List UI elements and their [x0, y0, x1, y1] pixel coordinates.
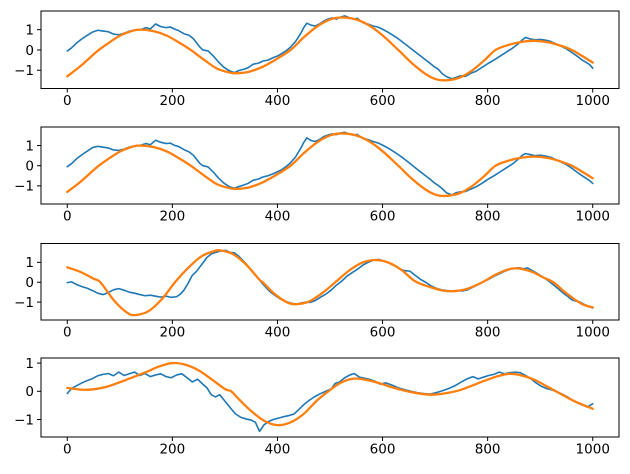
x-tick-label: 600	[370, 442, 396, 458]
noisy-observation-line	[66, 371, 594, 433]
noisy-observation-line	[66, 131, 594, 196]
subplot-3: 0 200 400 600 800 1000 1 0 −1	[14, 243, 620, 341]
y-tick-label: 0	[25, 159, 34, 175]
x-tick-label: 0	[63, 93, 72, 109]
x-tick-label: 0	[63, 325, 72, 341]
x-tick-label: 400	[265, 209, 291, 225]
subplot-2: 0 200 400 600 800 1000 1 0 −1	[14, 126, 620, 225]
smoothed-estimate-line	[66, 132, 594, 198]
y-tick-label: 1	[25, 356, 34, 372]
x-tick-label: 1000	[576, 209, 610, 225]
smoothed-estimate-line	[66, 249, 594, 317]
smoothed-estimate-line	[66, 361, 594, 427]
y-tick-label: 0	[25, 43, 34, 59]
x-tick-label: 400	[265, 93, 291, 109]
y-tick-label: 0	[25, 384, 34, 400]
x-tick-label: 1000	[576, 93, 610, 109]
x-tick-label: 1000	[576, 442, 610, 458]
smoothed-estimate-line	[66, 16, 594, 82]
x-tick-label: 200	[159, 209, 185, 225]
axes-frame	[40, 10, 620, 89]
x-tick-label: 400	[265, 442, 291, 458]
x-tick-label: 600	[370, 209, 396, 225]
x-tick-label: 800	[475, 209, 501, 225]
y-tick-label: −1	[14, 63, 34, 79]
y-tick-label: −1	[14, 295, 34, 311]
y-tick-label: 1	[25, 255, 34, 271]
y-tick-label: 0	[25, 275, 34, 291]
x-tick-label: 0	[63, 442, 72, 458]
x-tick-label: 400	[265, 325, 291, 341]
x-tick-label: 0	[63, 209, 72, 225]
x-tick-label: 600	[370, 325, 396, 341]
subplot-1: 0 200 400 600 800 1000 1 0 −1	[14, 10, 620, 109]
x-tick-label: 200	[159, 93, 185, 109]
y-tick-label: 1	[25, 22, 34, 38]
noisy-observation-line	[66, 15, 594, 80]
subplot-4: 0 200 400 600 800 1000 1 0 −1	[14, 356, 620, 458]
x-tick-label: 800	[475, 442, 501, 458]
y-tick-label: −1	[14, 179, 34, 195]
x-tick-label: 800	[475, 93, 501, 109]
x-tick-label: 800	[475, 325, 501, 341]
noisy-observation-line	[66, 249, 594, 309]
axes-frame	[40, 126, 620, 205]
y-tick-label: 1	[25, 138, 34, 154]
x-tick-label: 200	[159, 442, 185, 458]
x-tick-label: 1000	[576, 325, 610, 341]
axes-frame	[40, 357, 620, 438]
axes-frame	[40, 243, 620, 321]
x-tick-label: 200	[159, 325, 185, 341]
y-tick-label: −1	[14, 412, 34, 428]
x-tick-label: 600	[370, 93, 396, 109]
